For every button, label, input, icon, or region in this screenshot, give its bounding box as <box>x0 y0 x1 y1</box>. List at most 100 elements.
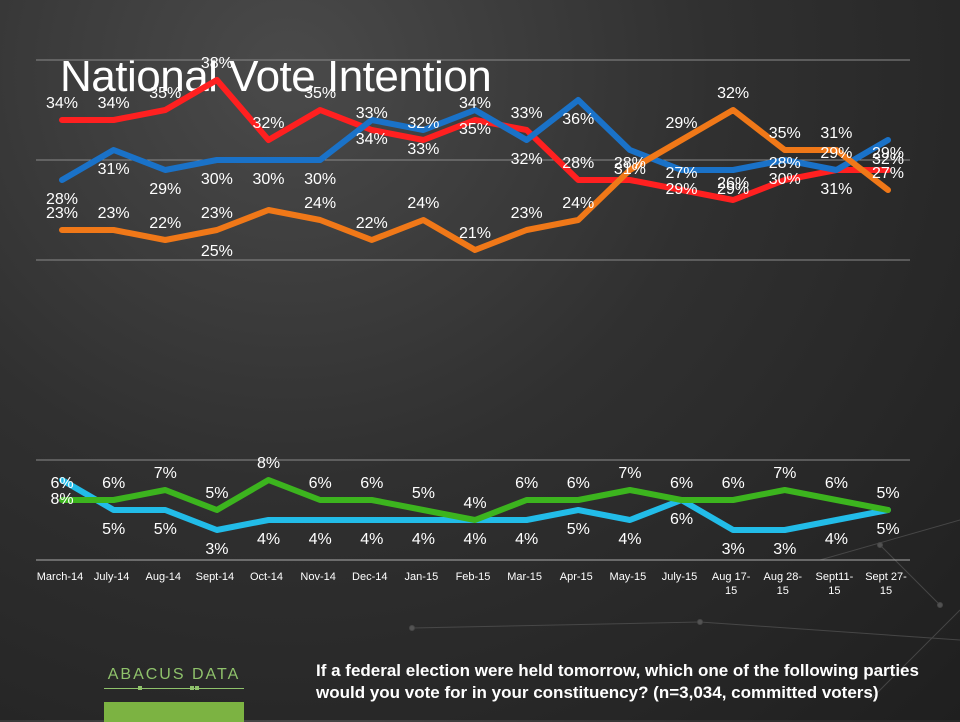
data-label: 35% <box>769 125 801 142</box>
data-label: 4% <box>412 531 435 548</box>
survey-question-footnote: If a federal election were held tomorrow… <box>316 660 919 704</box>
data-label: 6% <box>50 475 73 492</box>
data-label: 6% <box>309 475 332 492</box>
data-label: 30% <box>201 171 233 188</box>
x-tick-label: May-15 <box>610 571 647 583</box>
data-label: 31% <box>820 125 852 142</box>
data-label: 30% <box>769 171 801 188</box>
data-label: 22% <box>356 215 388 232</box>
data-label: 23% <box>201 205 233 222</box>
x-tick-label: March-14 <box>37 571 83 583</box>
data-label: 35% <box>149 85 181 102</box>
data-label: 5% <box>102 521 125 538</box>
x-tick-label: Dec-14 <box>352 571 387 583</box>
logo-text: ABACUS DATA <box>104 666 244 684</box>
data-label: 33% <box>511 105 543 122</box>
data-label: 25% <box>201 243 233 260</box>
data-label: 29% <box>149 181 181 198</box>
data-label: 34% <box>98 95 130 112</box>
data-label: 24% <box>562 195 594 212</box>
data-label: 29% <box>717 181 749 198</box>
logo-bar <box>104 702 244 722</box>
data-label: 5% <box>876 521 899 538</box>
x-tick-label: Mar-15 <box>507 571 542 583</box>
data-label: 27% <box>872 165 904 182</box>
x-tick-label: July-15 <box>662 571 697 583</box>
x-tick-label: July-14 <box>94 571 129 583</box>
data-label: 21% <box>459 225 491 242</box>
data-label: 4% <box>309 531 332 548</box>
data-label: 7% <box>154 465 177 482</box>
data-label: 34% <box>356 131 388 148</box>
data-label: 4% <box>257 531 280 548</box>
data-label: 29% <box>665 181 697 198</box>
data-label: 4% <box>360 531 383 548</box>
data-label: 7% <box>618 465 641 482</box>
data-label: 5% <box>876 485 899 502</box>
x-tick-label: Nov-14 <box>300 571 335 583</box>
logo-dot <box>138 686 142 690</box>
data-label: 29% <box>665 115 697 132</box>
data-label: 24% <box>304 195 336 212</box>
footnote-line-2: would you vote for in your constituency?… <box>316 682 919 704</box>
data-label: 28% <box>769 155 801 172</box>
x-tick-label: Aug 17- <box>712 571 751 583</box>
data-label: 33% <box>407 141 439 158</box>
x-tick-label: Sept-14 <box>196 571 235 583</box>
data-label: 22% <box>149 215 181 232</box>
data-label: 6% <box>670 475 693 492</box>
data-label: 23% <box>511 205 543 222</box>
data-label: 32% <box>717 85 749 102</box>
data-label: 38% <box>201 55 233 72</box>
data-label: 6% <box>825 475 848 492</box>
data-label: 31% <box>98 161 130 178</box>
abacus-data-logo: ABACUS DATA <box>104 666 244 684</box>
data-label: 36% <box>562 111 594 128</box>
data-label: 32% <box>511 151 543 168</box>
x-tick-label: Aug 28- <box>763 571 802 583</box>
x-tick-label: Jan-15 <box>405 571 439 583</box>
data-label: 30% <box>304 171 336 188</box>
data-label: 5% <box>567 521 590 538</box>
data-label: 32% <box>252 115 284 132</box>
data-label: 8% <box>257 455 280 472</box>
data-label: 4% <box>463 531 486 548</box>
data-label: 23% <box>46 205 78 222</box>
data-label: 6% <box>722 475 745 492</box>
data-label: 7% <box>773 465 796 482</box>
data-label: 23% <box>98 205 130 222</box>
data-label: 6% <box>567 475 590 492</box>
data-label: 33% <box>356 105 388 122</box>
data-label: 6% <box>102 475 125 492</box>
x-tick-label: 15 <box>828 585 840 597</box>
data-label: 31% <box>614 161 646 178</box>
data-label: 6% <box>670 511 693 528</box>
data-label: 5% <box>205 485 228 502</box>
data-label: 4% <box>618 531 641 548</box>
data-label: 3% <box>722 541 745 558</box>
data-label: 8% <box>50 491 73 508</box>
logo-dot <box>190 686 194 690</box>
data-label: 28% <box>562 155 594 172</box>
data-label: 3% <box>205 541 228 558</box>
data-label: 30% <box>252 171 284 188</box>
x-tick-label: 15 <box>880 585 892 597</box>
data-label: 34% <box>459 95 491 112</box>
data-label: 24% <box>407 195 439 212</box>
data-label: 5% <box>154 521 177 538</box>
x-tick-label: 15 <box>725 585 737 597</box>
data-label: 31% <box>820 181 852 198</box>
data-label: 4% <box>825 531 848 548</box>
data-label: 29% <box>820 145 852 162</box>
data-label: 6% <box>515 475 538 492</box>
data-label: 35% <box>304 85 336 102</box>
data-label: 6% <box>360 475 383 492</box>
x-tick-label: Oct-14 <box>250 571 283 583</box>
x-tick-label: 15 <box>777 585 789 597</box>
x-tick-label: Feb-15 <box>456 571 491 583</box>
footnote-line-1: If a federal election were held tomorrow… <box>316 660 919 682</box>
x-tick-label: Sept11- <box>816 571 854 583</box>
x-tick-label: Sept 27- <box>865 571 907 583</box>
data-label: 34% <box>46 95 78 112</box>
logo-line <box>104 688 244 689</box>
